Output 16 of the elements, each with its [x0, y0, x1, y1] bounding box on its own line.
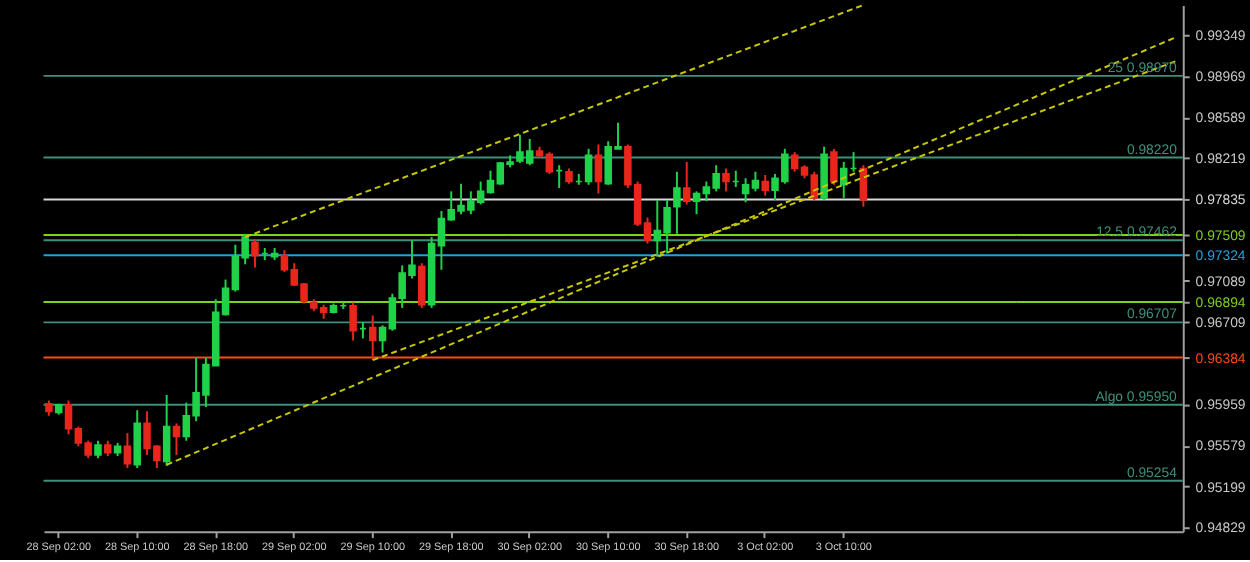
candlestick: [123, 432, 132, 469]
candlestick: [722, 167, 730, 193]
candlestick: [584, 147, 593, 186]
candlestick: [594, 143, 603, 195]
candlestick: [820, 145, 828, 202]
candlestick: [418, 262, 426, 309]
candlestick: [172, 422, 181, 456]
candlestick: [133, 409, 141, 469]
candlestick: [368, 314, 377, 362]
candlestick: [349, 301, 357, 342]
candlestick: [830, 147, 838, 186]
candlestick: [682, 160, 691, 206]
candlestick: [761, 174, 769, 197]
candlestick: [251, 238, 259, 269]
candlestick: [162, 394, 171, 467]
candlestick: [673, 170, 681, 235]
